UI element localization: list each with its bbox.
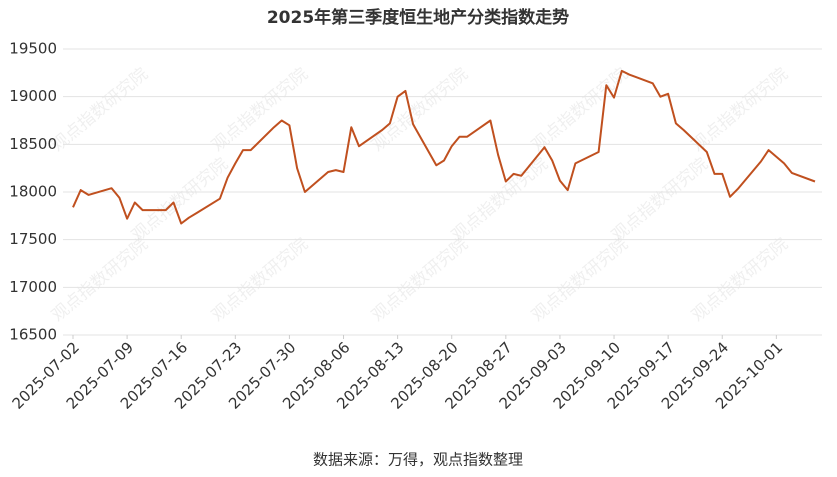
- watermark: 观点指数研究院: [48, 234, 152, 326]
- y-tick-label: 18500: [9, 135, 57, 153]
- chart-title: 2025年第三季度恒生地产分类指数走势: [267, 7, 569, 28]
- y-tick-label: 17500: [9, 230, 57, 248]
- watermark: 观点指数研究院: [688, 64, 792, 156]
- y-tick-label: 19500: [9, 40, 57, 58]
- watermark: 观点指数研究院: [448, 154, 552, 246]
- watermark: 观点指数研究院: [528, 234, 632, 326]
- watermark: 观点指数研究院: [368, 64, 472, 156]
- y-tick-label: 16500: [9, 326, 57, 344]
- watermark: 观点指数研究院: [208, 234, 312, 326]
- source-note: 数据来源：万得，观点指数整理: [313, 451, 523, 469]
- y-tick-label: 19000: [9, 87, 57, 105]
- line-series: [72, 69, 816, 225]
- watermark: 观点指数研究院: [688, 234, 792, 326]
- watermark: 观点指数研究院: [528, 64, 632, 156]
- watermark: 观点指数研究院: [48, 64, 152, 156]
- y-tick-label: 17000: [9, 278, 57, 296]
- y-tick-label: 18000: [9, 183, 57, 201]
- watermark: 观点指数研究院: [368, 234, 472, 326]
- watermark: 观点指数研究院: [608, 154, 712, 246]
